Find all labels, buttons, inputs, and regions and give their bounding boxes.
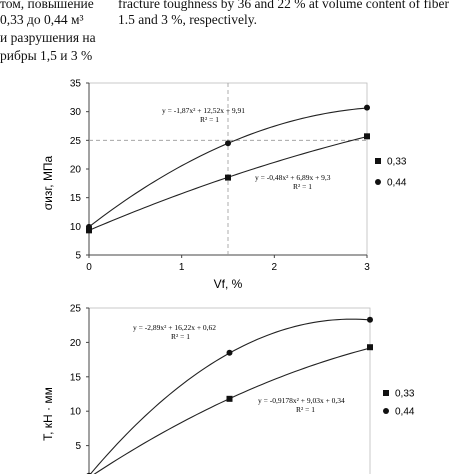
- c1-series-2-point: [364, 104, 370, 111]
- c1-y-tick-label: 30: [70, 107, 82, 118]
- chart-fracture-toughness: 25 20 15 10 5 T, кН · мм y = -0,9178x² + 9,03x…: [41, 304, 415, 474]
- c1-y-axis-label: σизг, МПа: [41, 155, 55, 210]
- c1-series-2-legend-marker: [375, 179, 381, 185]
- c1-y-tick-label: 5: [75, 251, 81, 262]
- c1-series-1-legend-label: 0,33: [387, 157, 407, 168]
- c2-series-2-point: [367, 316, 373, 323]
- c2-series-2-point: [226, 349, 233, 356]
- c2-series-1-point: [226, 395, 233, 402]
- c2-series-1-equation: y = -0,9178x² + 9,03x + 0,34: [258, 396, 345, 405]
- c1-x-tick-label: 2: [272, 262, 278, 273]
- c2-y-tick-label: 5: [75, 441, 81, 452]
- c2-series-1-legend-label: 0,33: [395, 389, 415, 400]
- c1-series-2-point: [225, 140, 231, 147]
- c2-y-axis-label: T, кН · мм: [41, 387, 55, 441]
- text-right-line-1: fracture toughness by 36 and 22 % at vol…: [118, 0, 450, 11]
- c2-plot-frame: [88, 307, 371, 474]
- c1-series-2-legend-label: 0,44: [387, 178, 407, 189]
- text-left-line-2: 0,33 до 0,44 м³: [0, 12, 84, 27]
- c1-x-tick-label: 0: [86, 262, 92, 273]
- text-left-line-4: рибры 1,5 и 3 %: [0, 48, 93, 63]
- c1-y-tick-label: 20: [70, 165, 82, 176]
- c1-series-2-equation: y = -1,87x² + 12,52x + 9,91: [162, 106, 245, 115]
- c1-x-axis-label: Vf, %: [214, 277, 243, 291]
- c1-series-2-point: [86, 223, 92, 230]
- c2-y-tick-label: 20: [70, 338, 82, 349]
- c1-y-tick-label: 10: [70, 222, 82, 233]
- text-right-line-2: 1.5 and 3 %, respectively.: [118, 12, 257, 27]
- c2-series-2-equation: y = -2,89x² + 16,22x + 0,62: [133, 323, 216, 332]
- c1-x-tick-label: 3: [364, 262, 370, 273]
- c2-y-tick-label: 25: [70, 304, 82, 315]
- c2-y-tick-label: 10: [70, 407, 82, 418]
- c2-series-1-line: [93, 347, 371, 474]
- c2-series-2-legend-marker: [383, 408, 389, 414]
- c2-series-1-r2: R² = 1: [296, 405, 315, 414]
- c2-series-1-legend-marker: [383, 390, 389, 396]
- c1-series-2-r2: R² = 1: [200, 115, 219, 124]
- c1-series-1-point: [364, 133, 370, 140]
- chart-bending-strength: 5 10 15 20 25 30 35 0 1 2 3 Vf, % σизг, МПа y = -0,48…: [41, 79, 407, 292]
- c1-y-tick-label: 25: [70, 136, 82, 147]
- c2-series-2-legend-label: 0,44: [395, 407, 415, 418]
- text-left-line-3: и разрушения на: [0, 30, 96, 45]
- c2-series-2-r2: R² = 1: [171, 332, 190, 341]
- c1-series-1-legend-marker: [375, 158, 381, 164]
- c1-series-1-equation: y = -0,48x² + 6,89x + 9,3: [255, 173, 331, 182]
- c1-series-1-point: [225, 174, 231, 181]
- c1-y-tick-label: 15: [70, 193, 82, 204]
- text-left-line-1: том, повышение: [0, 0, 94, 11]
- c1-series-1-r2: R² = 1: [293, 182, 312, 191]
- c1-x-tick-label: 1: [179, 262, 185, 273]
- c1-series-1-point: [86, 227, 92, 234]
- c2-y-tick-label: 15: [70, 372, 82, 383]
- c2-series-1-point: [367, 344, 373, 351]
- c1-y-tick-label: 35: [70, 79, 82, 90]
